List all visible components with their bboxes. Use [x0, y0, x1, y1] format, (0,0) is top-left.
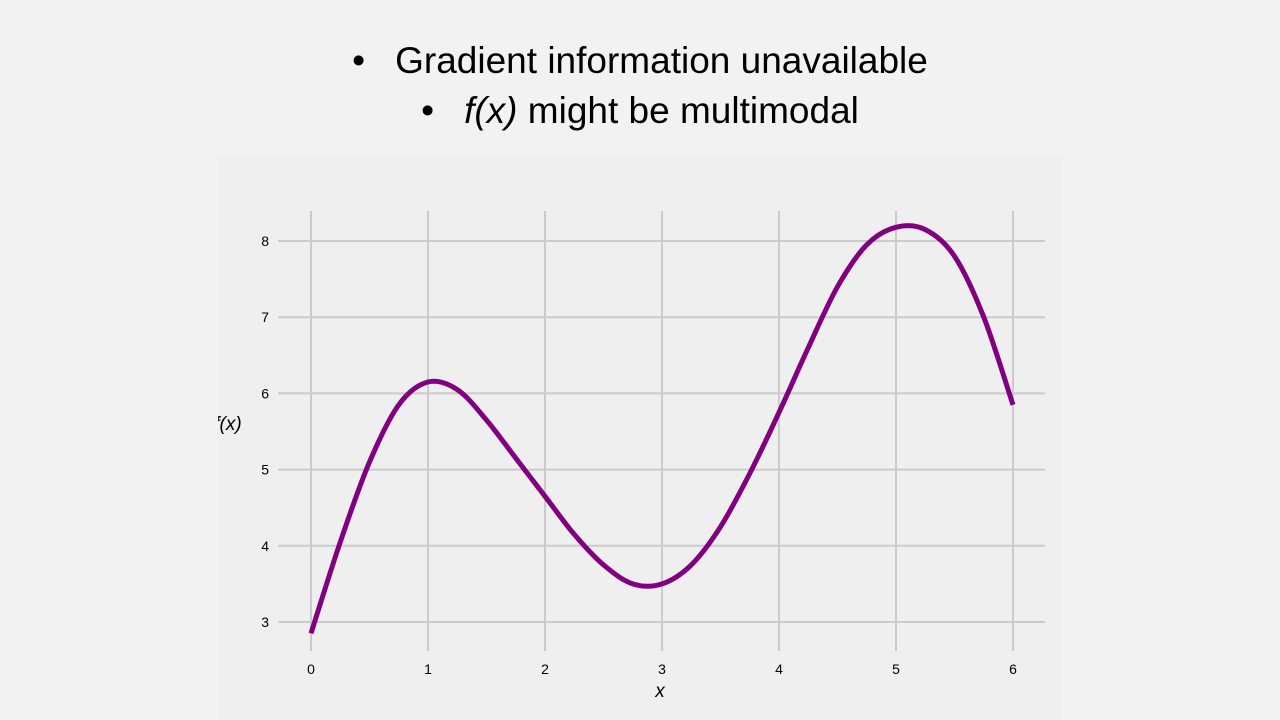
bullet-italic-text: f(x)	[464, 90, 518, 131]
tick-labels: 0 1 2 3 4 5 6 3 4 5 6 7 8	[261, 233, 1017, 677]
bullet-icon: •	[352, 40, 366, 81]
x-tick-label: 3	[658, 661, 666, 677]
bullet-list: • Gradient information unavailable • f(x) …	[0, 36, 1280, 136]
x-tick-label: 1	[424, 661, 432, 677]
line-chart: 0 1 2 3 4 5 6 3 4 5 6 7 8 x f(x)	[218, 211, 1045, 702]
x-axis-label: x	[654, 681, 666, 702]
y-tick-label: 6	[261, 385, 269, 401]
bullet-item-multimodal: • f(x) might be multimodal	[0, 86, 1280, 136]
bullet-text: Gradient information unavailable	[395, 40, 928, 81]
y-tick-label: 8	[261, 233, 269, 249]
chart-panel: 0 1 2 3 4 5 6 3 4 5 6 7 8 x f(x)	[218, 157, 1062, 720]
y-tick-label: 4	[261, 538, 269, 554]
x-tick-label: 6	[1009, 661, 1017, 677]
series-line	[308, 223, 1016, 635]
x-tick-label: 4	[775, 661, 783, 677]
bullet-icon: •	[421, 90, 435, 131]
y-axis-label: f(x)	[218, 414, 242, 435]
y-tick-label: 3	[261, 614, 269, 630]
x-tick-label: 0	[307, 661, 315, 677]
bullet-text: might be multimodal	[517, 90, 859, 131]
bullet-item-gradient: • Gradient information unavailable	[0, 36, 1280, 86]
y-tick-label: 5	[261, 462, 269, 478]
x-tick-label: 2	[541, 661, 549, 677]
series-layer	[308, 223, 1016, 635]
y-tick-label: 7	[261, 309, 269, 325]
x-tick-label: 5	[892, 661, 900, 677]
